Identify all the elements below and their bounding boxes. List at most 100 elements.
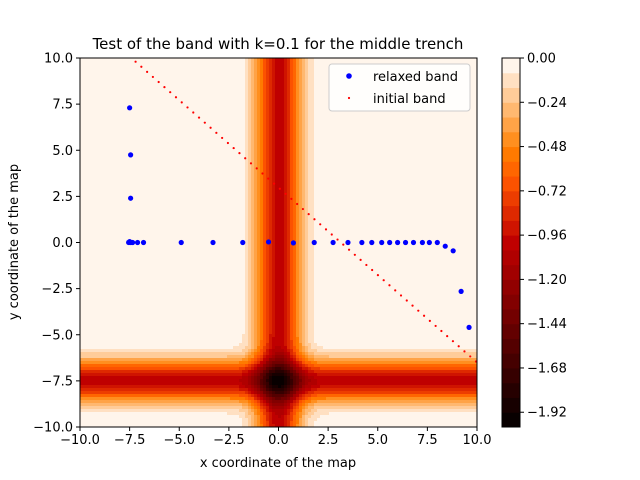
initial-band-point	[174, 96, 178, 99]
initial-band-point	[347, 248, 351, 251]
relaxed-band-point	[387, 239, 393, 246]
legend-box	[328, 63, 471, 112]
y-axis-label: y coordinate of the map	[7, 164, 22, 320]
initial-band-point	[151, 75, 154, 79]
initial-band-point	[146, 70, 149, 73]
initial-band-point	[261, 172, 264, 175]
legend-marker-initial-band	[347, 96, 351, 100]
initial-band-point	[209, 126, 212, 129]
x-tick-label: −5.0	[163, 433, 195, 448]
colorbar-tick-label: −1.20	[527, 273, 567, 288]
relaxed-band-point	[458, 288, 464, 294]
colorbar: 0.00 −0.24 −0.48 −0.72 −0.96 −1.20 −1.44 −1.68 −…	[501, 52, 567, 428]
x-tick-label: 5.0	[367, 433, 388, 448]
y-tick-label: 5.0	[52, 144, 73, 159]
colorbar-tick-label: −0.72	[527, 184, 567, 199]
relaxed-band-point	[345, 239, 351, 246]
x-axis-label: x coordinate of the map	[200, 456, 356, 471]
y-tick-label: 10.0	[44, 52, 73, 67]
relaxed-band-point	[134, 239, 141, 246]
initial-band-point	[267, 177, 270, 180]
initial-band-point	[157, 80, 160, 84]
y-tick-label: 2.5	[52, 190, 73, 205]
initial-band-point	[296, 202, 299, 206]
relaxed-band-point	[265, 239, 272, 245]
legend-marker-relaxed-band	[346, 73, 352, 79]
initial-band-point	[249, 162, 253, 165]
initial-band-point	[330, 233, 333, 236]
initial-band-point	[140, 65, 143, 68]
initial-band-point	[278, 187, 281, 190]
relaxed-band-point	[395, 239, 401, 246]
initial-band-point	[422, 314, 426, 317]
colorbar-ticks: 0.00 −0.24 −0.48 −0.72 −0.96 −1.20 −1.44 −1.68 −…	[520, 52, 567, 421]
relaxed-band-point	[128, 195, 134, 201]
relaxed-band-point	[178, 239, 184, 246]
relaxed-band-point	[434, 239, 440, 246]
relaxed-band-point	[330, 239, 336, 246]
initial-band-point	[463, 350, 466, 353]
x-tick-label: −7.5	[114, 433, 146, 448]
initial-band-point	[417, 309, 420, 312]
y-tick-label: −2.5	[41, 282, 73, 297]
initial-band-point	[359, 258, 362, 261]
relaxed-band-point	[379, 239, 385, 246]
y-tick-label: −10.0	[33, 421, 73, 436]
initial-band-point	[394, 289, 397, 292]
x-tick-label: 0.0	[268, 433, 289, 448]
legend-label-relaxed-band: relaxed band	[373, 70, 458, 85]
initial-band-point	[411, 304, 414, 307]
relaxed-band-point	[128, 152, 134, 158]
relaxed-band-point	[442, 243, 448, 249]
relaxed-band-point	[311, 239, 317, 246]
colorbar-tick-label: −1.44	[527, 317, 567, 332]
initial-band-point	[232, 146, 235, 150]
initial-band-point	[376, 274, 380, 277]
relaxed-band-point	[359, 239, 365, 246]
initial-band-point	[382, 279, 385, 282]
initial-band-point	[336, 238, 339, 241]
initial-band-point	[446, 334, 449, 338]
x-axis: −10.0 −7.5 −5.0 −2.5 0.0 2.5 5.0 7.5 10.0	[60, 427, 491, 448]
relaxed-band-point	[290, 240, 296, 246]
initial-band-point	[451, 340, 455, 343]
relaxed-band-point	[210, 239, 216, 246]
initial-band-point	[255, 167, 258, 170]
colorbar-tick-label: −0.48	[527, 140, 567, 155]
initial-band-point	[469, 355, 472, 358]
y-tick-label: −7.5	[41, 374, 73, 389]
y-axis: −10.0 −7.5 −5.0 −2.5 0.0 2.5 5.0 7.5 10.0	[33, 52, 80, 436]
plot-area	[80, 58, 477, 427]
x-tick-label: −10.0	[60, 433, 100, 448]
legend-label-initial-band: initial band	[373, 92, 446, 107]
initial-band-point	[203, 121, 206, 124]
y-tick-label: −5.0	[41, 328, 73, 343]
colorbar-tick-label: −1.92	[527, 406, 567, 421]
initial-band-point	[163, 85, 166, 89]
relaxed-band-point	[140, 239, 147, 246]
relaxed-band-point	[450, 248, 456, 254]
relaxed-band-point	[369, 239, 375, 246]
initial-band-point	[428, 319, 431, 322]
relaxed-band-series	[126, 105, 472, 330]
initial-band-point	[215, 131, 218, 134]
initial-band-point	[238, 152, 241, 155]
initial-band-point	[244, 157, 247, 160]
initial-band-point	[365, 263, 368, 267]
potential-field	[80, 58, 477, 427]
initial-band-point	[197, 116, 201, 119]
initial-band-point	[307, 213, 310, 216]
initial-band-point	[186, 106, 189, 109]
colorbar-tick-label: −1.68	[527, 361, 567, 376]
initial-band-point	[457, 345, 460, 348]
legend: relaxed band initial band	[328, 63, 471, 112]
chart-title: Test of the band with k=0.1 for the midd…	[92, 35, 464, 53]
initial-band-point	[405, 299, 408, 302]
initial-band-point	[284, 192, 287, 195]
initial-band-point	[180, 101, 183, 104]
initial-band-point	[388, 284, 391, 287]
initial-band-point	[399, 294, 403, 297]
colorbar-tick-label: −0.24	[527, 96, 567, 111]
colorbar-gradient	[502, 58, 520, 428]
